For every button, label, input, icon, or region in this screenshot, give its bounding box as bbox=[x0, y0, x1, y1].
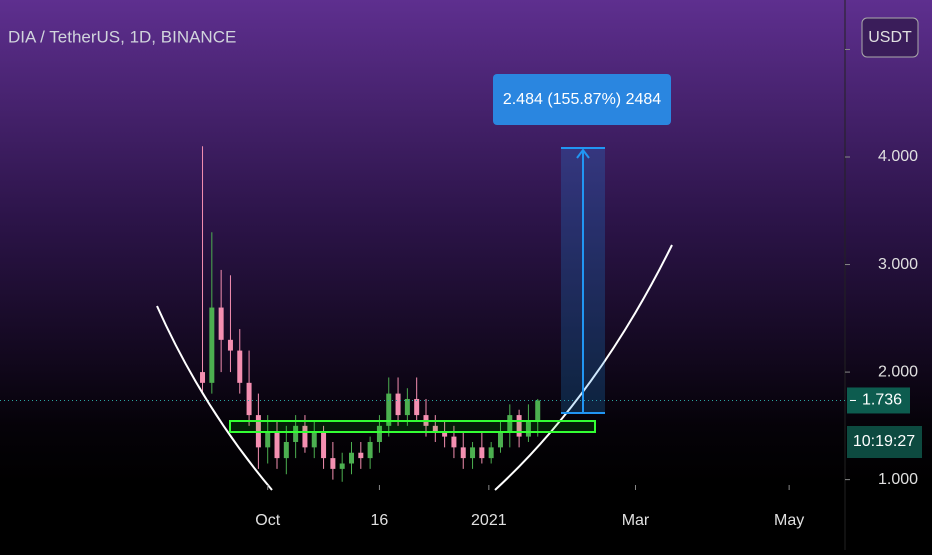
last-price-box bbox=[847, 387, 910, 414]
candle-body bbox=[460, 447, 466, 459]
candle-body bbox=[227, 339, 233, 351]
candle-body bbox=[218, 307, 224, 340]
countdown-box bbox=[847, 426, 922, 458]
candle-body bbox=[349, 452, 355, 464]
candle-body bbox=[200, 372, 206, 383]
cup-curve-right bbox=[494, 244, 673, 491]
candle-body bbox=[321, 431, 327, 459]
candle-body bbox=[367, 441, 373, 459]
x-tick-label: Mar bbox=[622, 512, 650, 529]
candle-body bbox=[376, 425, 382, 442]
candle-body bbox=[516, 415, 522, 437]
x-tick-label: 2021 bbox=[471, 512, 507, 529]
currency-button[interactable] bbox=[861, 17, 919, 58]
cup-curve-left bbox=[156, 305, 273, 491]
candle-body bbox=[497, 431, 503, 448]
chart-background bbox=[0, 0, 932, 485]
candle-body bbox=[535, 400, 541, 421]
time-axis-background bbox=[0, 485, 932, 550]
candle-body bbox=[451, 436, 457, 448]
measure-label: 2.484 (155.87%) 2484 bbox=[503, 91, 661, 108]
measure-label-box bbox=[493, 74, 671, 125]
x-tick-label: May bbox=[774, 512, 804, 529]
countdown: 10:19:27 bbox=[853, 433, 915, 450]
candle-body bbox=[525, 420, 531, 437]
candle-body bbox=[442, 431, 448, 437]
candle-body bbox=[265, 431, 271, 448]
x-tick-label: 16 bbox=[371, 512, 389, 529]
candle-body bbox=[386, 393, 392, 426]
measure-arrow-head bbox=[576, 148, 590, 159]
candle-body bbox=[395, 393, 401, 416]
support-zone bbox=[229, 420, 596, 433]
candle-body bbox=[311, 431, 317, 448]
candle-body bbox=[293, 425, 299, 442]
candle-body bbox=[330, 458, 336, 469]
candle-body bbox=[358, 452, 364, 459]
currency-label[interactable]: USDT bbox=[868, 29, 912, 46]
x-tick-label: Oct bbox=[255, 512, 280, 529]
candle-body bbox=[339, 463, 345, 469]
candle-body bbox=[432, 425, 438, 432]
candle-body bbox=[283, 441, 289, 459]
candle-body bbox=[302, 425, 308, 448]
candle-body bbox=[414, 398, 420, 416]
candle-body bbox=[404, 398, 410, 416]
candle-body bbox=[237, 350, 243, 383]
candle-body bbox=[479, 447, 485, 459]
candle-body bbox=[274, 431, 280, 459]
chart-title: DIA / TetherUS, 1D, BINANCE bbox=[8, 27, 236, 46]
candle-body bbox=[209, 307, 215, 383]
y-tick-label: 4.000 bbox=[878, 148, 918, 165]
candle-body bbox=[470, 447, 476, 459]
last-price-label: 1.736 bbox=[862, 392, 902, 409]
candle-body bbox=[246, 382, 252, 416]
candle-body bbox=[488, 447, 494, 459]
y-tick-label: 3.000 bbox=[878, 256, 918, 273]
y-tick-label: 2.000 bbox=[878, 363, 918, 380]
y-tick-label: 1.000 bbox=[878, 471, 918, 488]
candle-body bbox=[507, 415, 513, 432]
